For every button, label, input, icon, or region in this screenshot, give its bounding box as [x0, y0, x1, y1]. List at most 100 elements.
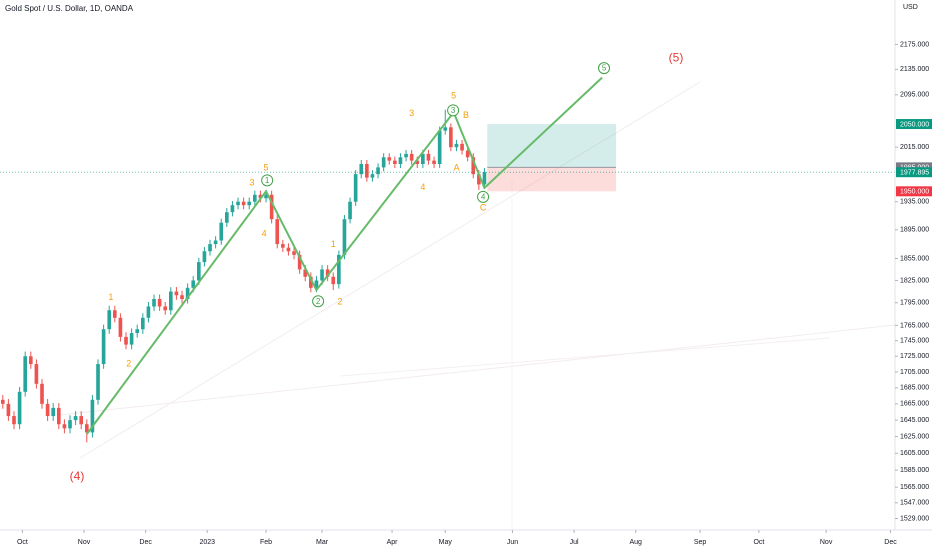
y-tick-label: 1765.000: [900, 322, 929, 329]
candle-body: [398, 157, 403, 164]
y-tick-label: 1685.000: [900, 385, 929, 392]
x-tick-label: May: [439, 539, 453, 546]
candle-body: [325, 269, 330, 277]
x-tick-label: Aug: [629, 539, 642, 546]
candle-body: [62, 424, 67, 429]
wave-label: 3: [250, 177, 255, 187]
candle-body: [0, 399, 5, 404]
candle-body: [174, 291, 179, 296]
candle-body: [112, 310, 117, 318]
candle-body: [225, 212, 229, 223]
candle-body: [157, 298, 162, 307]
candle-body: [208, 244, 212, 252]
wave-label: C: [480, 202, 487, 212]
trend-line: [339, 337, 831, 377]
candle-body: [348, 201, 352, 220]
candle-body: [197, 262, 201, 281]
candle-body: [297, 254, 302, 270]
y-tick-label: 1547.000: [900, 500, 929, 507]
candle-body: [409, 153, 414, 161]
candle-body: [292, 251, 296, 255]
candle-body: [460, 143, 464, 151]
candle-body: [79, 416, 84, 425]
candle-body: [454, 143, 459, 148]
y-tick-label: 1565.000: [900, 484, 929, 491]
y-tick-label: 2175.000: [900, 41, 929, 48]
x-tick-label: Jun: [507, 539, 518, 546]
candle-body: [56, 407, 61, 425]
x-tick-label: 2023: [199, 539, 215, 546]
candle-body: [6, 403, 11, 417]
wave-label: 5: [451, 90, 456, 100]
wave-label: 2: [337, 296, 342, 306]
price-tag: [896, 186, 932, 197]
wave-circle: [312, 295, 325, 308]
candle-body: [124, 336, 128, 345]
candle-body: [247, 201, 252, 206]
trend-line: [79, 81, 701, 459]
wave-label: 5: [264, 162, 269, 172]
candle-body: [415, 160, 420, 164]
wave-label: 4: [420, 182, 425, 192]
y-tick-label: 1605.000: [900, 450, 929, 457]
candle-body: [163, 306, 168, 311]
candle-body: [90, 399, 95, 433]
candle-body: [342, 219, 347, 255]
candle-body: [169, 291, 173, 311]
wave-circle-label: 2: [316, 297, 321, 306]
price-tag-label: 1977.895: [900, 170, 929, 177]
price-tag-label: 2050.000: [900, 121, 929, 128]
candle-body: [213, 240, 218, 245]
y-tick-label: 1795.000: [900, 300, 929, 307]
wave-circle-label: 1: [265, 176, 270, 185]
price-tag: [896, 167, 932, 178]
y-tick-label: 1705.000: [900, 369, 929, 376]
candle-body: [180, 295, 184, 299]
wave-circle: [598, 62, 611, 75]
y-tick-label: 2095.000: [900, 92, 929, 99]
candle-body: [191, 280, 196, 288]
candle-body: [381, 157, 386, 168]
profit-zone: [487, 124, 617, 168]
candle-body: [51, 407, 56, 417]
wave-line: [86, 76, 603, 435]
candle-body: [241, 201, 246, 206]
wave-circle: [477, 190, 490, 203]
candle-body: [152, 298, 156, 307]
candle-body: [28, 356, 33, 365]
wave-circle: [261, 174, 274, 187]
x-tick-label: Nov: [820, 539, 833, 546]
candle-body: [482, 172, 487, 185]
y-tick-label: 1895.000: [900, 227, 929, 234]
loss-zone: [487, 167, 617, 192]
degree-label: (4): [70, 469, 85, 483]
wave-circle: [447, 104, 460, 117]
wave-label: 3: [409, 108, 414, 118]
wave-label: B: [463, 110, 469, 120]
candle-body: [96, 364, 100, 400]
wave-label: 4: [262, 228, 267, 238]
x-tick-label: Nov: [78, 539, 91, 546]
y-tick-label: 1855.000: [900, 255, 929, 262]
candle-body: [236, 201, 240, 206]
degree-label: (5): [669, 50, 684, 64]
candle-body: [393, 160, 397, 164]
trend-line: [59, 324, 896, 416]
x-tick-label: Apr: [387, 539, 399, 546]
y-tick-label: 1725.000: [900, 353, 929, 360]
plot: [0, 76, 895, 443]
wave-circle-label: 4: [481, 192, 486, 201]
candle-body: [320, 269, 324, 281]
candle-body: [40, 383, 44, 404]
candle-body: [253, 194, 257, 202]
x-tick-label: Oct: [753, 539, 764, 546]
candle-body: [185, 287, 190, 299]
candle-body: [471, 157, 476, 175]
candle-body: [370, 174, 375, 178]
candle-body: [331, 276, 336, 285]
y-tick-label: 2015.000: [900, 144, 929, 151]
x-tick-label: Dec: [139, 539, 152, 546]
candle-body: [443, 127, 448, 131]
